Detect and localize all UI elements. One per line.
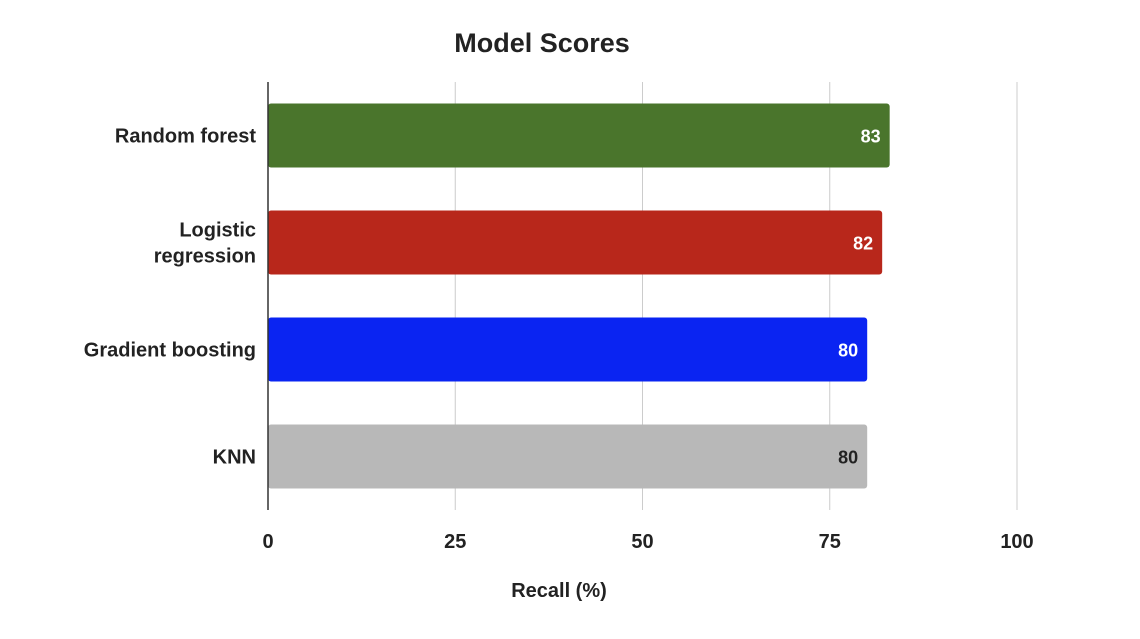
x-tick-labels: 0 25 50 75 100 <box>262 531 1033 553</box>
category-label: Gradient boosting <box>84 340 256 362</box>
x-tick-label: 25 <box>444 531 466 553</box>
data-label: 80 <box>838 448 858 468</box>
data-label: 82 <box>853 234 873 254</box>
data-label: 83 <box>861 127 881 147</box>
category-label: Random forest <box>115 126 256 148</box>
x-axis-label: Recall (%) <box>511 580 607 602</box>
category-labels: Random forest Logistic regression Gradient … <box>84 126 257 469</box>
bar <box>268 424 868 489</box>
x-tick-label: 0 <box>262 531 273 553</box>
x-tick-label: 100 <box>1000 531 1033 553</box>
bar <box>268 210 883 275</box>
bar <box>268 317 868 382</box>
bars: 83 82 80 80 <box>268 103 890 489</box>
chart-title: Model Scores <box>454 28 630 58</box>
category-label: Logistic regression <box>154 220 256 268</box>
x-tick-label: 50 <box>631 531 653 553</box>
bar <box>268 103 890 168</box>
data-label: 80 <box>838 341 858 361</box>
category-label: KNN <box>213 447 256 469</box>
x-tick-label: 75 <box>819 531 841 553</box>
